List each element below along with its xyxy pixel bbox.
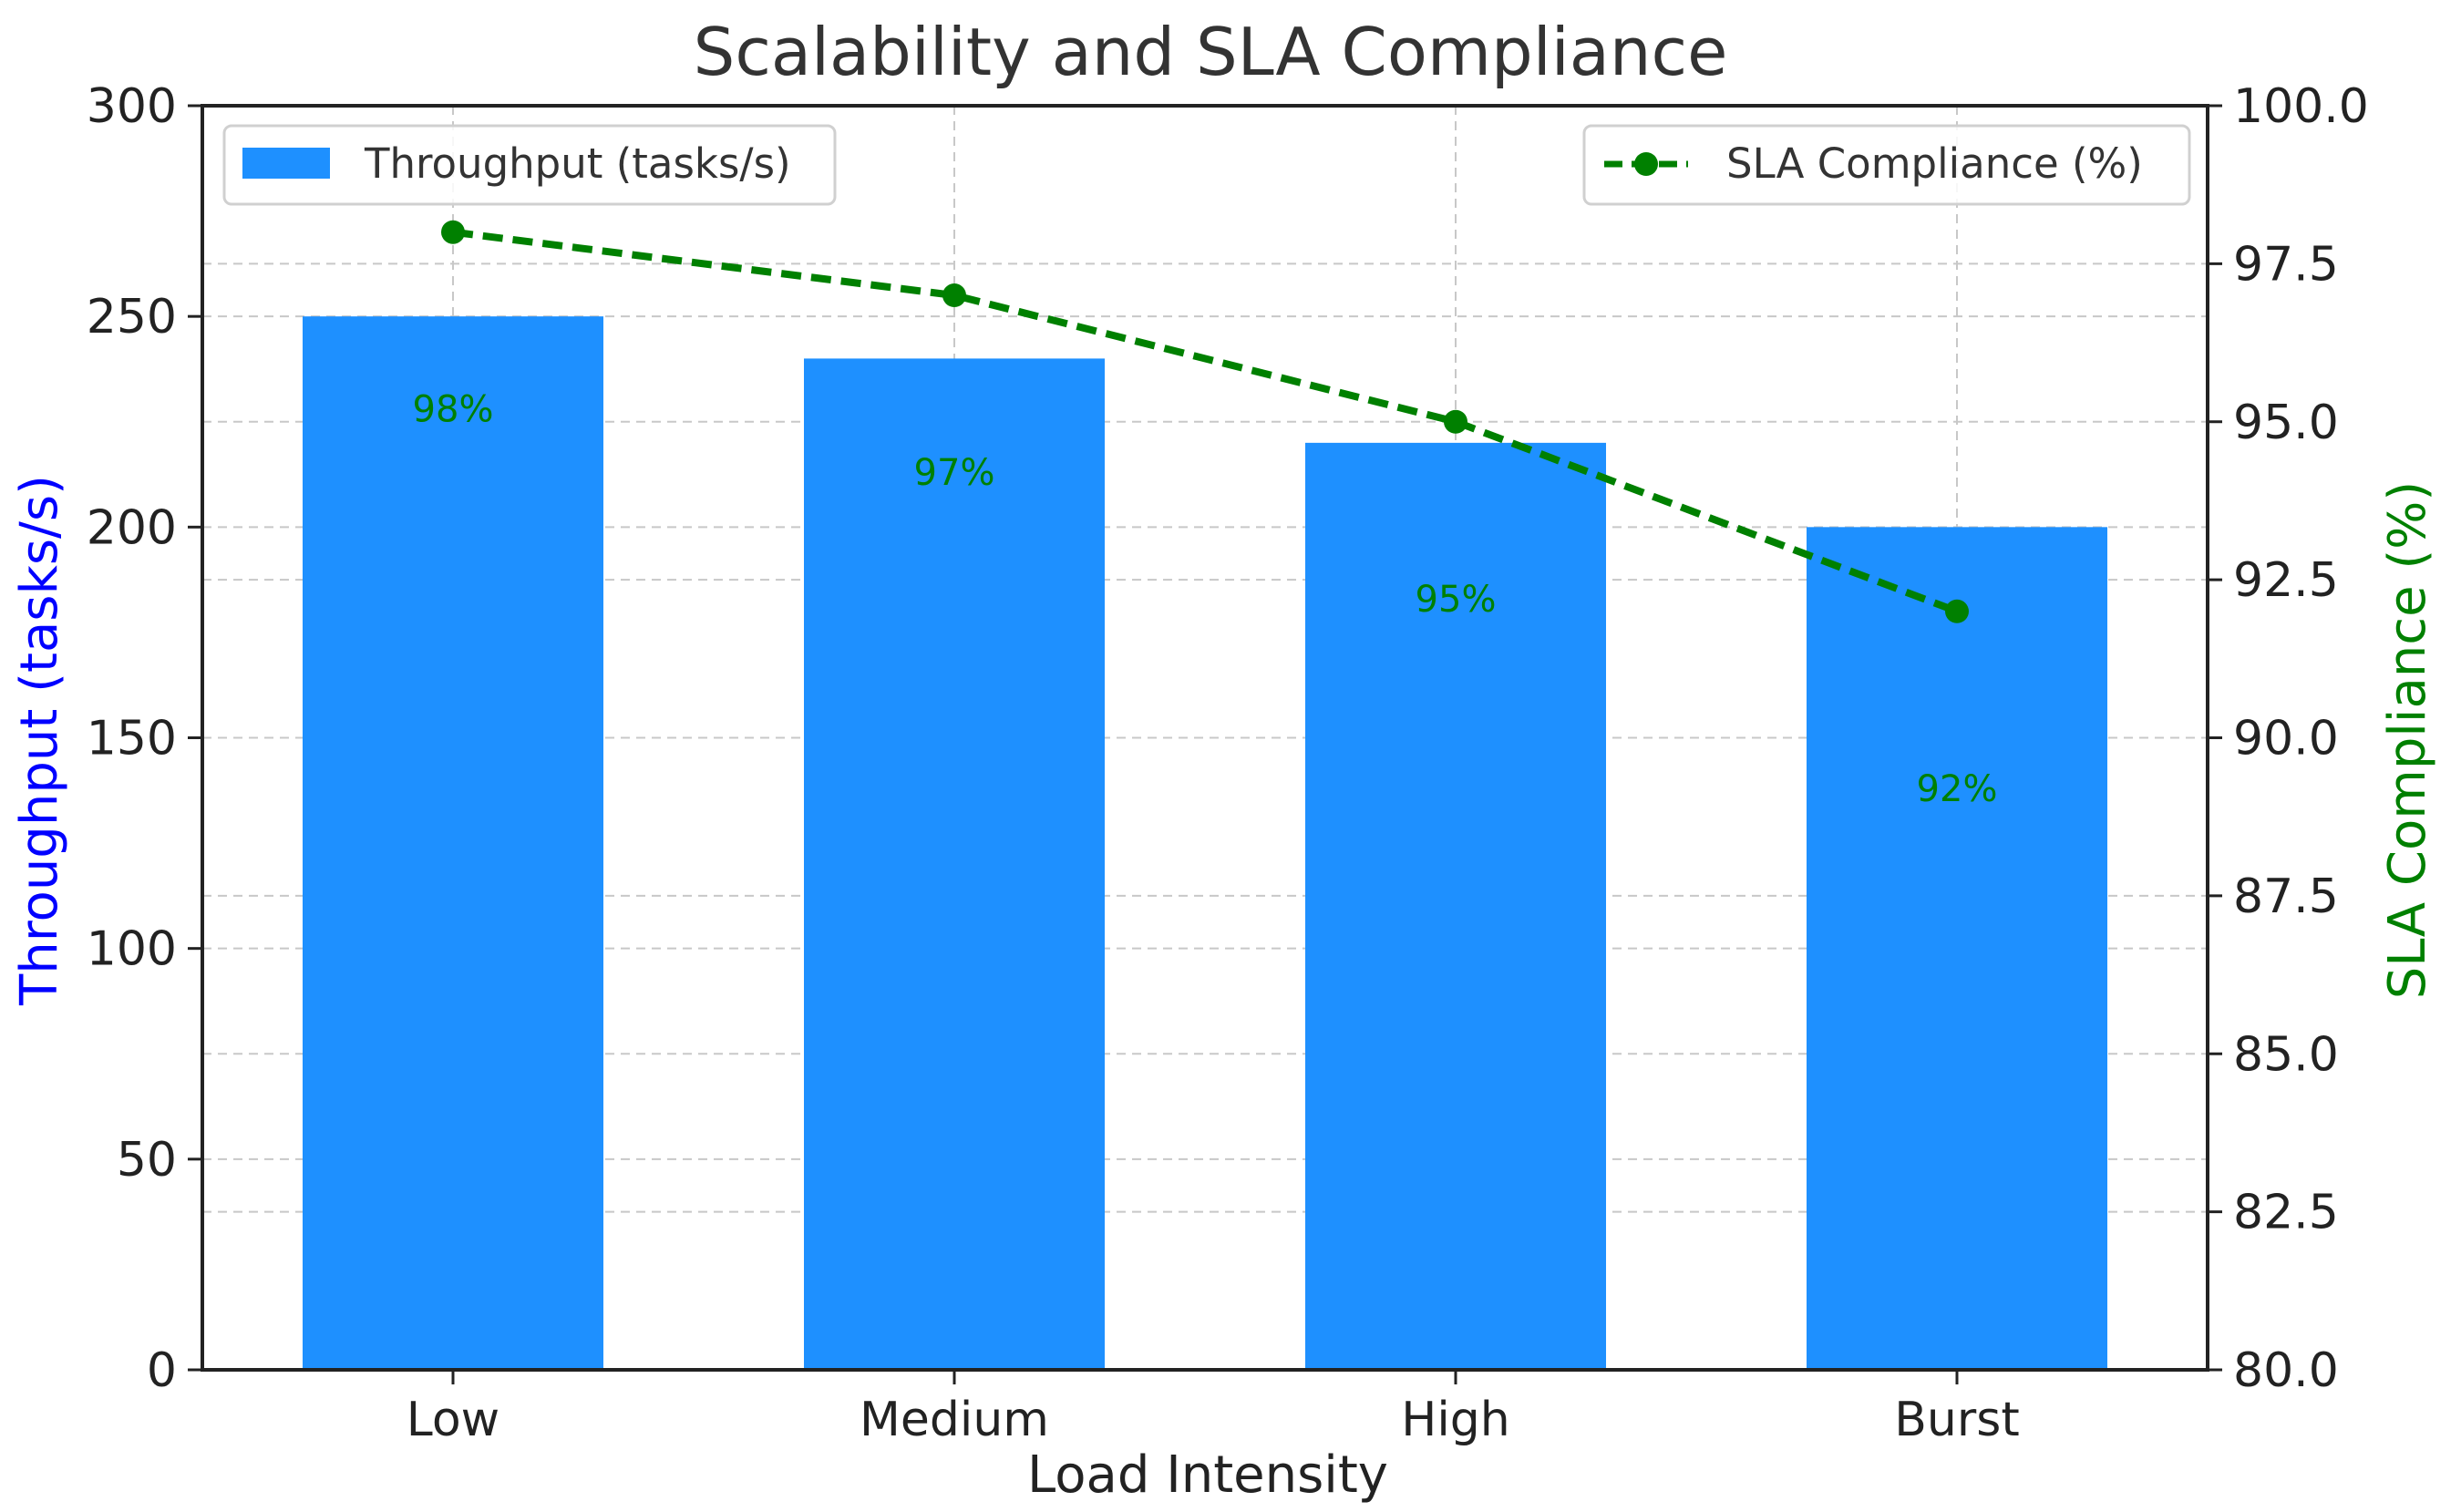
y-right-tick-label: 87.5 <box>2233 869 2339 924</box>
y-left-tick-label: 50 <box>117 1133 177 1188</box>
legend-throughput-label: Throughput (tasks/s) <box>364 139 791 188</box>
sla-point-burst <box>1945 599 1969 623</box>
y-axis-right-title: SLA Compliance (%) <box>2378 481 2437 999</box>
x-tick-label-burst: Burst <box>1894 1393 2020 1447</box>
y-right-tick-label: 100.0 <box>2233 79 2369 134</box>
legend-sla-box <box>1582 124 2191 206</box>
x-axis-title: Load Intensity <box>1027 1445 1388 1505</box>
y-left-tick-label: 100 <box>87 922 177 977</box>
data-label-low: 98% <box>413 389 494 431</box>
sla-line-path <box>452 228 1959 615</box>
legend-throughput-swatch <box>242 148 330 179</box>
data-labels: 98% 97% 95% 92% <box>413 389 1998 810</box>
bars <box>303 316 2107 1371</box>
bar-high <box>1305 442 1606 1370</box>
sla-point-high <box>1444 409 1467 434</box>
data-label-medium: 97% <box>914 452 995 494</box>
legend-sla: SLA Compliance (%) <box>1582 124 2191 206</box>
y-left-tick-label: 300 <box>87 79 177 134</box>
legend-sla-label: SLA Compliance (%) <box>1726 139 2143 188</box>
y-right-tick-label: 95.0 <box>2233 396 2339 450</box>
y-left-tick-label: 150 <box>87 712 177 766</box>
data-label-burst: 92% <box>1917 768 1998 810</box>
y-left-tick-label: 250 <box>87 290 177 345</box>
legend-throughput: Throughput (tasks/s) <box>222 124 837 206</box>
x-tick-label-high: High <box>1401 1393 1510 1447</box>
y-right-tick-label: 80.0 <box>2233 1343 2339 1398</box>
legend-sla-marker <box>1634 152 1658 176</box>
y-right-tick-label: 90.0 <box>2233 712 2339 766</box>
bar-low <box>303 316 603 1371</box>
y-right-tick-label: 85.0 <box>2233 1027 2339 1082</box>
sla-point-low <box>441 220 465 244</box>
sla-point-medium <box>942 283 966 308</box>
y-right-tick-label: 92.5 <box>2233 553 2339 608</box>
x-tick-label-low: Low <box>407 1393 499 1447</box>
chart-title: Scalability and SLA Compliance <box>694 14 1728 90</box>
sla-line <box>441 220 1969 623</box>
x-tick-label-medium: Medium <box>860 1393 1049 1447</box>
legend-throughput-box <box>222 124 837 206</box>
y-left-tick-label: 0 <box>147 1343 177 1398</box>
bar-medium <box>804 358 1105 1370</box>
y-left-tick-label: 200 <box>87 500 177 555</box>
data-label-high: 95% <box>1416 579 1497 621</box>
y-right-tick-label: 82.5 <box>2233 1186 2339 1240</box>
y-right-tick-label: 97.5 <box>2233 237 2339 292</box>
bar-burst <box>1807 527 2107 1370</box>
axes: 0 50 100 150 200 250 300 80.0 82.5 85.0 87.5 90.0 92… <box>87 79 2369 1447</box>
y-axis-left-title: Throughput (tasks/s) <box>10 475 69 1006</box>
